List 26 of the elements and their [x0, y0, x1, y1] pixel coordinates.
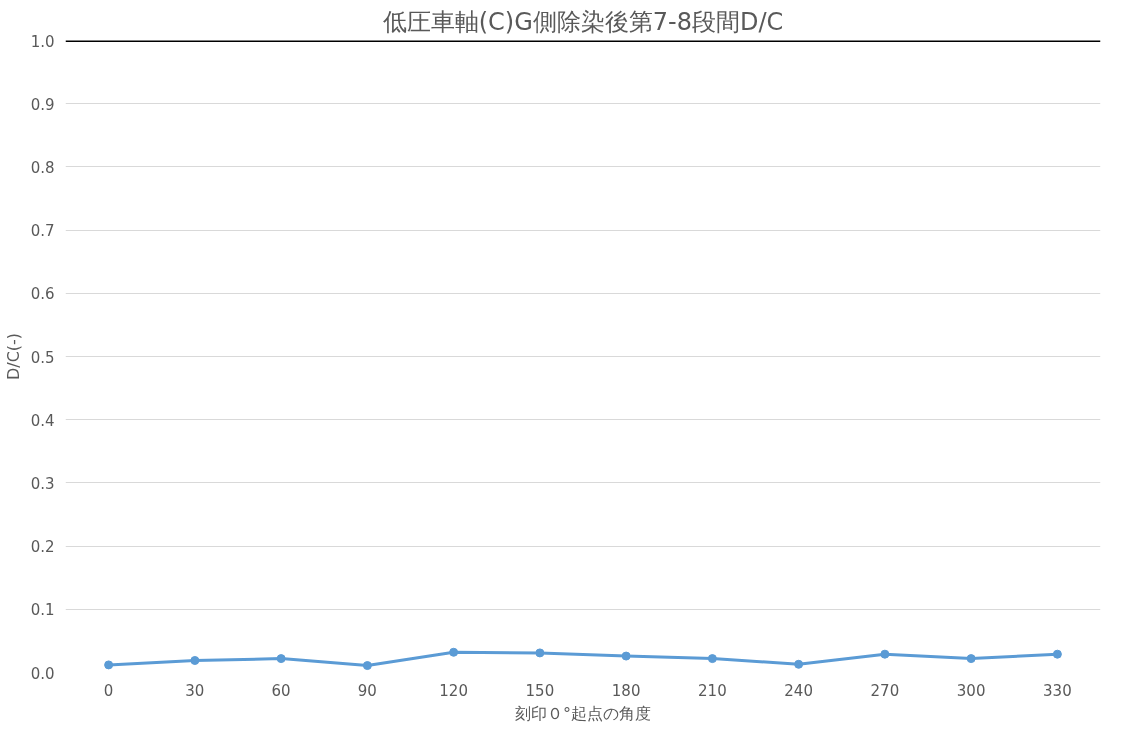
y-tick-label: 0.1 — [30, 601, 55, 620]
x-tick-label: 300 — [956, 681, 986, 700]
x-tick-label: 330 — [1043, 681, 1072, 700]
x-tick-label: 120 — [439, 681, 468, 700]
y-tick-label: 0.8 — [30, 158, 55, 177]
y-tick-label: 0.0 — [30, 664, 55, 683]
x-tick-label: 210 — [698, 681, 727, 700]
y-tick-label: 0.4 — [30, 411, 55, 430]
x-tick-label: 240 — [784, 681, 813, 700]
x-axis-title: 刻印０°起点の角度 — [515, 703, 651, 723]
y-axis-title: D/C(-) — [3, 332, 23, 381]
x-tick-label: 90 — [357, 681, 377, 700]
y-tick-label: 1.0 — [30, 32, 55, 51]
x-tick-label: 270 — [870, 681, 900, 700]
x-tick-label: 0 — [103, 681, 114, 700]
chart-title: 低圧車軸(C)G側除染後第7-8段間D/C — [382, 7, 784, 36]
y-tick-label: 0.7 — [30, 222, 55, 241]
y-tick-label: 0.5 — [30, 348, 55, 367]
y-tick-label: 0.9 — [30, 95, 55, 114]
x-tick-label: 150 — [525, 681, 555, 700]
y-tick-label: 0.6 — [30, 285, 55, 304]
x-tick-label: 60 — [271, 681, 291, 700]
y-tick-label: 0.3 — [30, 474, 55, 493]
y-tick-label: 0.2 — [30, 538, 55, 557]
x-tick-label: 180 — [611, 681, 641, 700]
x-tick-label: 30 — [185, 681, 205, 700]
